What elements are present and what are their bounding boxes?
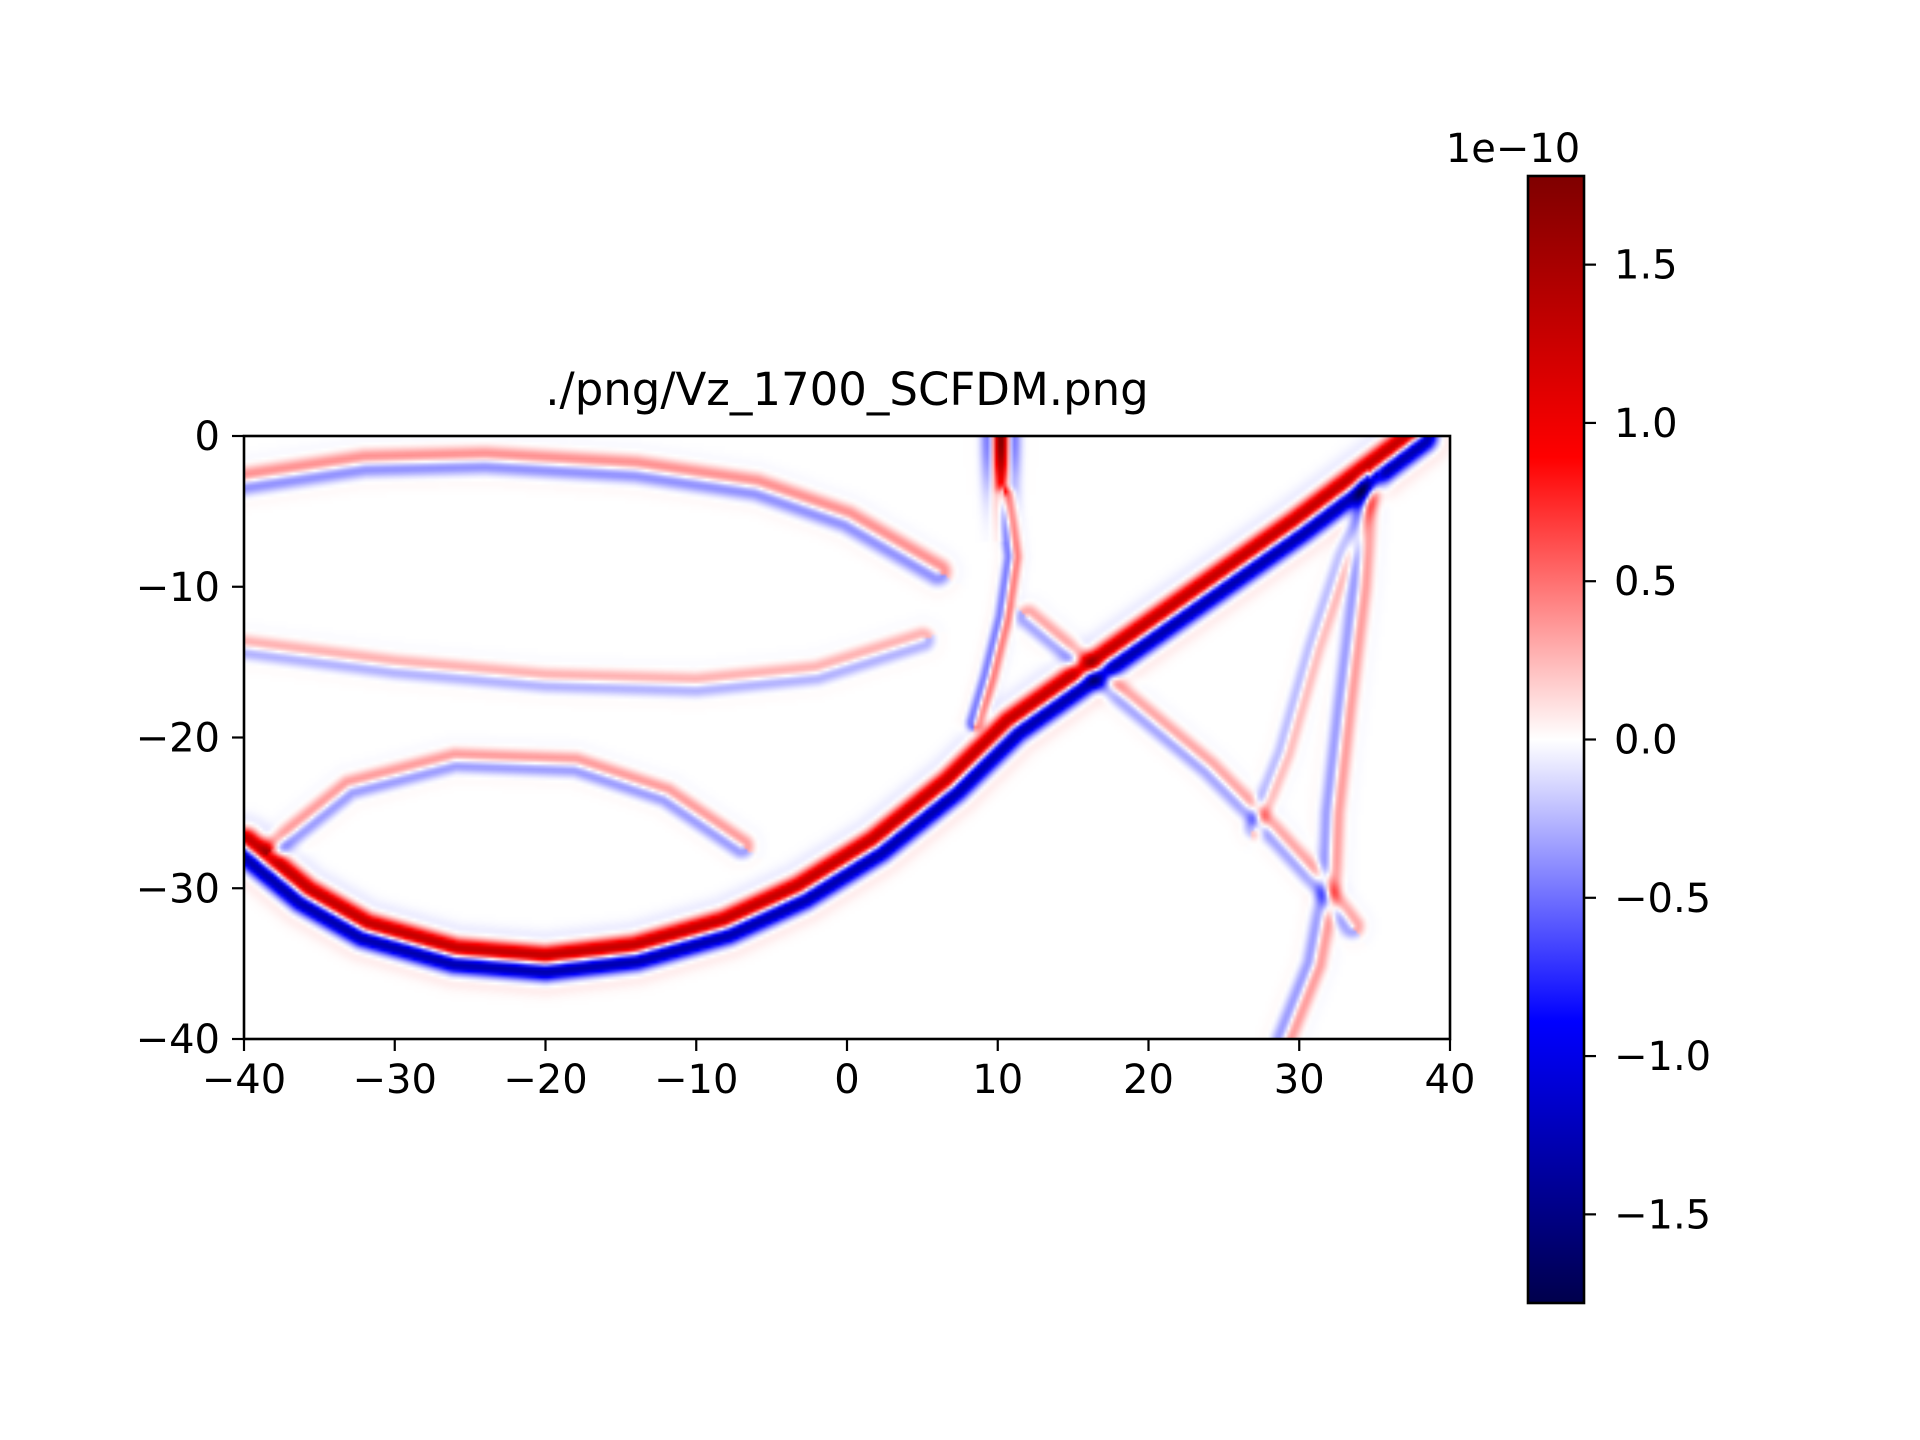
- x-tick-label: −40: [202, 1057, 286, 1103]
- colorbar-tick-label: −1.0: [1614, 1034, 1711, 1080]
- x-tick-label: 20: [1123, 1057, 1174, 1103]
- colorbar-tick-label: 1.5: [1614, 243, 1678, 289]
- x-axis: −40 −30 −20 −10 0 10 20 30 40: [202, 1039, 1476, 1103]
- y-tick-label: −10: [136, 565, 220, 611]
- colorbar: 1.5 1.0 0.5 0.0 −0.5 −1.0 −1.5 1e−10: [1446, 126, 1711, 1305]
- colorbar-gradient: [1526, 174, 1586, 1305]
- x-tick-label: −30: [353, 1057, 437, 1103]
- x-tick-label: 40: [1425, 1057, 1476, 1103]
- colorbar-tick-label: 1.0: [1614, 401, 1678, 447]
- x-tick-label: 0: [834, 1057, 859, 1103]
- wavefield-heatmap: [244, 436, 1450, 1039]
- x-tick-label: 10: [972, 1057, 1023, 1103]
- x-tick-label: −10: [654, 1057, 738, 1103]
- x-tick-label: −20: [503, 1057, 587, 1103]
- colorbar-offset-label: 1e−10: [1446, 126, 1580, 172]
- colorbar-tick-label: −1.5: [1614, 1192, 1711, 1238]
- x-tick-label: 30: [1274, 1057, 1325, 1103]
- colorbar-ticks: 1.5 1.0 0.5 0.0 −0.5 −1.0 −1.5: [1584, 243, 1711, 1238]
- colorbar-tick-label: 0.5: [1614, 559, 1678, 605]
- y-axis: 0 −10 −20 −30 −40: [136, 414, 244, 1063]
- plot-area: [242, 434, 1452, 1041]
- y-tick-label: −20: [136, 716, 220, 762]
- colorbar-tick-label: 0.0: [1614, 718, 1678, 764]
- chart-title: ./png/Vz_1700_SCFDM.png: [545, 363, 1149, 416]
- y-tick-label: 0: [195, 414, 220, 460]
- y-tick-label: −30: [136, 866, 220, 912]
- colorbar-tick-label: −0.5: [1614, 876, 1711, 922]
- y-tick-label: −40: [136, 1017, 220, 1063]
